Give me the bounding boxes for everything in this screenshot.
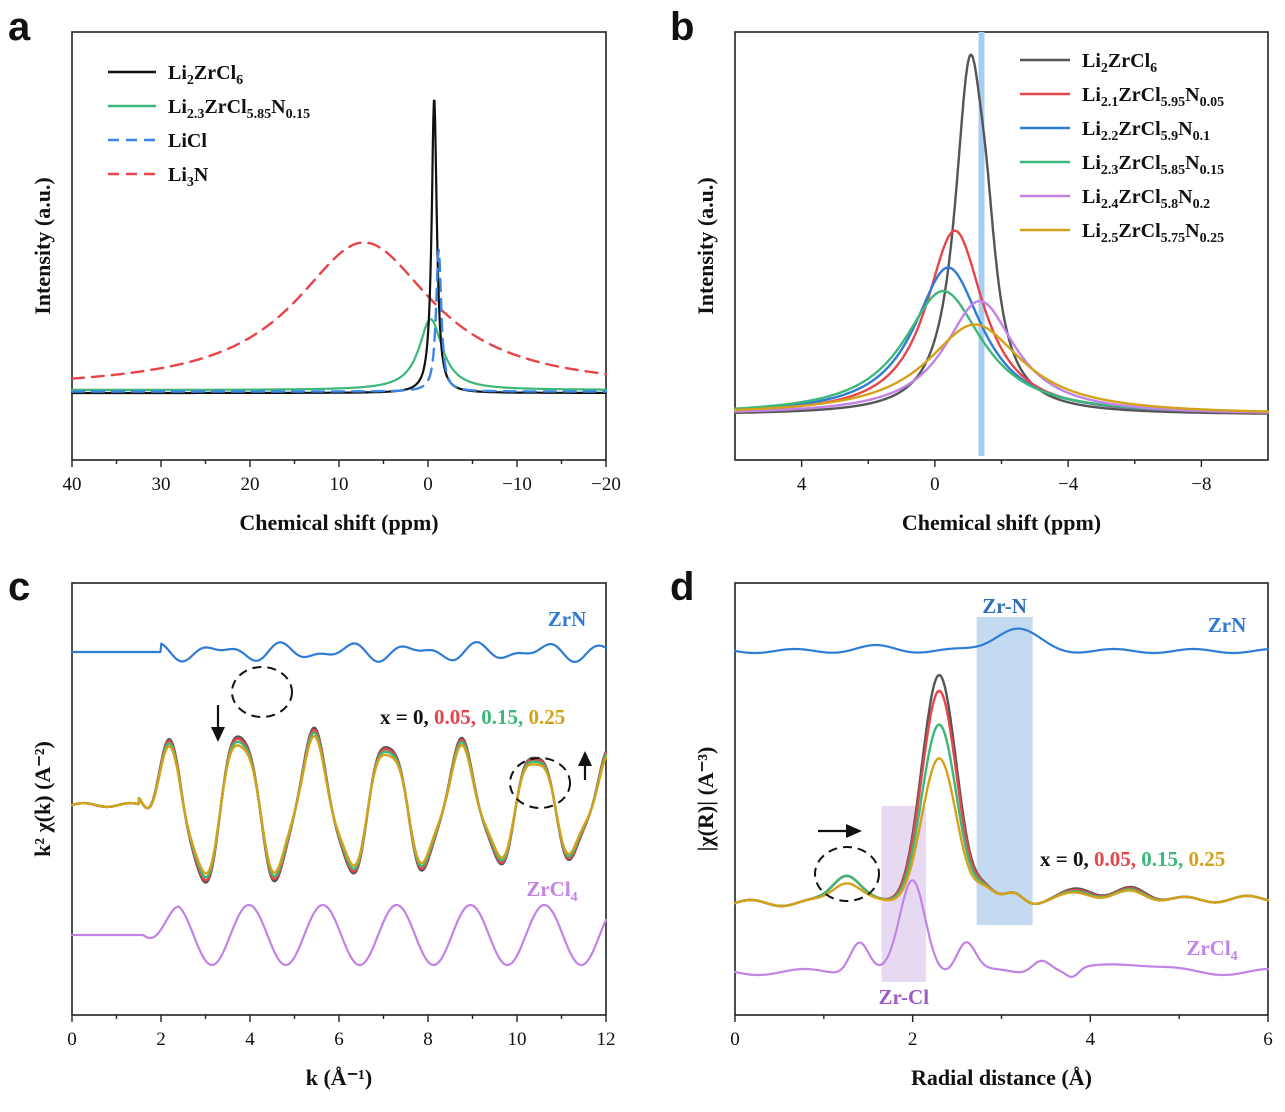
legend: Li2​ZrCl6​ Li2.1​ZrCl5.95​N0.05​ Li2.2​ZrC…: [1020, 50, 1224, 246]
right-arrow-head-icon: [846, 824, 862, 838]
x-tick-label: 10: [330, 474, 349, 495]
series-line-Li2.5ZrCl5.75N0.25: [733, 323, 1270, 413]
x-tick-label: −4: [1058, 474, 1079, 495]
legend: Li2​ZrCl6​ Li2.3​ZrCl5.85​N0.15​ LiCl Li3​N: [108, 62, 310, 190]
zrn-reference-line: [70, 641, 608, 663]
composition-label: x = 0, 0.05, 0.15, 0.25: [1040, 847, 1225, 871]
panel-b: 4 0 −4 −8 Chemical shift (ppm) Intensity (a.u…: [670, 5, 1270, 535]
x-tick-label: 12: [597, 1029, 616, 1050]
x-tick-label: 0: [423, 474, 433, 495]
y-axis-label: k² χ(k) (A⁻²): [30, 741, 55, 857]
highlight-circle: [509, 757, 571, 809]
legend-entry-LiCl: LiCl: [168, 130, 207, 152]
zr-n-band: [976, 617, 1033, 925]
legend-entry-Li2ZrCl6: Li2​ZrCl6​: [168, 62, 243, 88]
legend-entry-Li3N: Li3​N: [168, 164, 209, 190]
x-tick-label: 6: [334, 1029, 344, 1050]
y-axis-label: Intensity (a.u.): [693, 177, 718, 315]
zrn-reference-line: [733, 627, 1270, 655]
series-group: [70, 99, 608, 395]
series-line-Li3N: [70, 241, 608, 380]
x-tick-label: 8: [423, 1029, 433, 1050]
x-tick-label: 0: [67, 1029, 77, 1050]
legend-entry-Li2.3ZrCl5.85N0.15: Li2.3​ZrCl5.85​N0.15​: [1082, 152, 1224, 178]
panel-d: 0 2 4 6 Radial distance (Å) |χ(R)| (A⁻³) d Zr-N…: [670, 565, 1273, 1090]
x-tick-label: 0: [730, 1029, 740, 1050]
series-line-Li2ZrCl6: [733, 53, 1270, 415]
composition-label: x = 0, 0.05, 0.15, 0.25: [380, 705, 565, 729]
x-tick-label: −20: [591, 474, 621, 495]
legend-entry-Li2.1ZrCl5.95N0.05: Li2.1​ZrCl5.95​N0.05​: [1082, 84, 1224, 110]
x-tick-label: 20: [241, 474, 260, 495]
x-tick-label: 2: [908, 1029, 918, 1050]
x-tick-label: −10: [502, 474, 532, 495]
legend-entry-Li2.5ZrCl5.75N0.25: Li2.5​ZrCl5.75​N0.25​: [1082, 220, 1224, 246]
panel-letter: c: [8, 565, 30, 609]
panel-a: 40 30 20 10 0 −10 −20 Chemical shift (ppm) Inten…: [8, 5, 621, 535]
legend-entry-Li2ZrCl6: Li2​ZrCl6​: [1082, 50, 1157, 76]
x-tick-label: −8: [1191, 474, 1211, 495]
x-tick-label: 4: [1086, 1029, 1096, 1050]
x-tick-label: 4: [797, 474, 807, 495]
series-group: [733, 53, 1270, 415]
ft-series-orange: [733, 757, 1270, 908]
x-axis-label: Radial distance (Å): [911, 1065, 1092, 1090]
zr-cl-band-label: Zr-Cl: [879, 985, 930, 1009]
x-axis-label: Chemical shift (ppm): [902, 510, 1101, 535]
panel-letter: a: [8, 5, 31, 49]
series-group: [70, 641, 608, 967]
zrn-label: ZrN: [1208, 613, 1247, 637]
series-line-Li2.4ZrCl5.8N0.2: [733, 299, 1270, 414]
zr-n-band-label: Zr-N: [982, 594, 1027, 618]
zrcl4-label: ZrCl4: [1186, 936, 1237, 964]
panel-c: 0 2 4 6 8 10 12 k (Å⁻¹) k² χ(k) (A⁻²) c ZrN ZrCl4 x …: [8, 565, 616, 1090]
series-line-Li2.3ZrCl5.85N0.15: [70, 318, 608, 391]
panel-letter: d: [670, 565, 694, 609]
x-tick-label: 0: [930, 474, 940, 495]
up-arrow-head-icon: [578, 751, 592, 766]
y-axis-label: |χ(R)| (A⁻³): [693, 747, 718, 852]
zrcl4-label: ZrCl4: [526, 877, 577, 905]
plot-frame: [71, 31, 607, 461]
x-tick-label: 4: [245, 1029, 255, 1050]
series-group: [733, 627, 1270, 978]
highlight-circle: [814, 846, 880, 902]
legend-entry-Li2.2ZrCl5.9N0.1: Li2.2​ZrCl5.9​N0.1​: [1082, 118, 1210, 144]
series-line-Li2ZrCl6: [70, 99, 608, 395]
x-tick-label: 40: [63, 474, 82, 495]
x-tick-label: 6: [1263, 1029, 1273, 1050]
zrcl4-reference-line: [733, 879, 1270, 978]
reference-line: [978, 32, 985, 456]
highlight-circle: [231, 666, 293, 718]
x-tick-label: 30: [152, 474, 171, 495]
exafs-series-orange: [70, 735, 608, 875]
series-line-LiCl: [70, 248, 608, 393]
legend-entry-Li2.3ZrCl5.85N0.15: Li2.3​ZrCl5.85​N0.15​: [168, 96, 310, 122]
zrcl4-reference-line: [70, 903, 608, 967]
legend-entry-Li2.4ZrCl5.8N0.2: Li2.4​ZrCl5.8​N0.2​: [1082, 186, 1210, 212]
y-axis-label: Intensity (a.u.): [30, 177, 55, 315]
x-tick-label: 2: [156, 1029, 166, 1050]
down-arrow-head-icon: [211, 727, 225, 742]
zrn-label: ZrN: [548, 607, 587, 631]
x-tick-label: 10: [508, 1029, 527, 1050]
x-axis-label: Chemical shift (ppm): [239, 510, 438, 535]
x-axis-label: k (Å⁻¹): [306, 1065, 372, 1090]
panel-letter: b: [670, 5, 694, 49]
